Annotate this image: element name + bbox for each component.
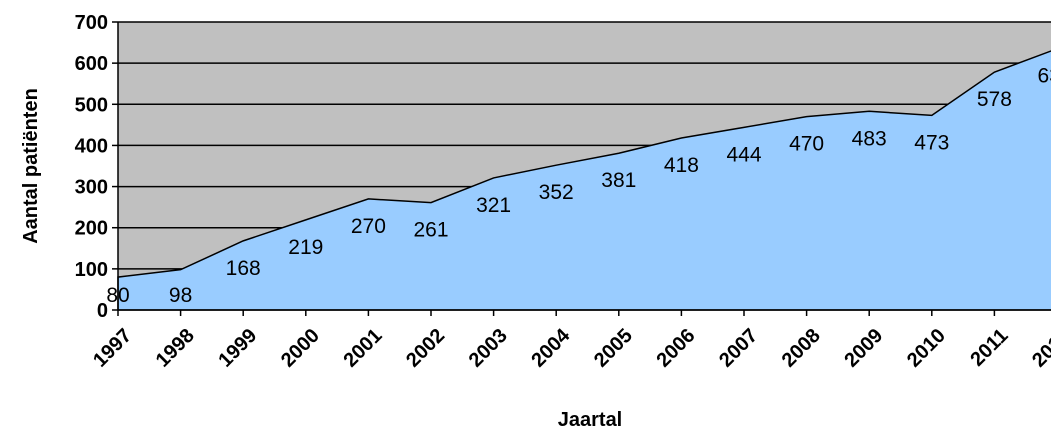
x-tick-label: 2010: [903, 325, 950, 372]
data-label: 444: [726, 143, 761, 166]
x-tick-label: 2005: [590, 325, 637, 372]
data-label: 219: [288, 236, 323, 259]
x-tick-label: 2012: [1028, 325, 1051, 372]
x-tick-label: 1997: [89, 325, 136, 372]
x-tick-label: 2009: [840, 325, 887, 372]
x-tick-label: 1998: [152, 325, 199, 372]
data-label: 470: [789, 133, 824, 156]
x-tick-label: 2004: [527, 324, 575, 372]
data-label: 418: [664, 154, 699, 177]
data-area: [117, 50, 1051, 311]
y-tick-labels: 0 100 200 300 400 500 600 700: [75, 12, 108, 322]
y-tick-label: 300: [75, 177, 108, 199]
data-label: 270: [351, 215, 386, 238]
x-tick-label: 2007: [715, 325, 762, 372]
y-axis-title: Aantal patiënten: [20, 88, 42, 244]
data-label: 98: [169, 284, 192, 307]
y-tick-label: 400: [75, 135, 108, 157]
x-tick-label: 2000: [277, 325, 324, 372]
x-tick-label: 2002: [402, 325, 449, 372]
x-tick-labels: 1997 1998 1999 2000 2001 2002 2003 2004 2005 2006…: [89, 324, 1051, 372]
y-tick-label: 500: [75, 94, 108, 116]
y-tick-label: 700: [75, 12, 108, 34]
data-label: 635: [1037, 65, 1051, 88]
data-labels: 80 98 168 219 270 261 321 352 381 418 444 470 483 473…: [106, 65, 1051, 307]
x-tick-label: 1999: [214, 325, 261, 372]
data-label: 578: [977, 88, 1012, 111]
y-tick-label: 200: [75, 218, 108, 240]
y-tick-label: 100: [75, 259, 108, 281]
axes: [112, 21, 1051, 316]
data-label: 381: [601, 169, 636, 192]
x-tick-label: 2011: [966, 325, 1012, 371]
data-label: 168: [226, 257, 261, 280]
data-label: 80: [106, 284, 129, 307]
data-label: 352: [539, 181, 574, 204]
data-label: 483: [852, 127, 887, 150]
data-label: 321: [476, 194, 511, 217]
x-axis-title: Jaartal: [558, 409, 623, 431]
x-tick-label: 2003: [465, 325, 512, 372]
data-label: 473: [914, 131, 949, 154]
x-tick-label: 2008: [778, 325, 825, 372]
data-label: 261: [413, 219, 448, 242]
x-tick-label: 2006: [653, 325, 700, 372]
y-tick-label: 0: [97, 300, 108, 322]
y-tick-label: 600: [75, 53, 108, 75]
x-tick-label: 2001: [340, 325, 387, 372]
